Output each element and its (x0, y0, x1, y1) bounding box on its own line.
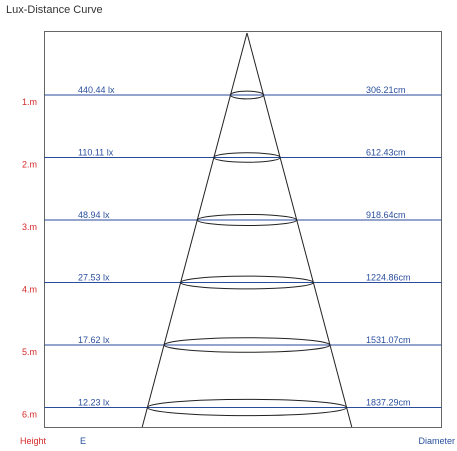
light-cone (141, 32, 353, 428)
chart-title: Lux-Distance Curve (6, 4, 103, 16)
diameter-label: 918.64cm (366, 210, 406, 220)
cone-left-edge (141, 32, 248, 428)
lux-label: 17.62 lx (78, 335, 110, 345)
height-axis-label: Height (20, 436, 47, 446)
diameter-label: 1224.86cm (366, 273, 411, 283)
height-label: 4.m (22, 285, 37, 295)
lux-label: 440.44 lx (78, 85, 115, 95)
level-rows: 1.m 440.44 lx 306.21cm 2.m 110.11 lx 612.43cm… (22, 85, 442, 420)
diameter-label: 612.43cm (366, 148, 406, 158)
height-label: 2.m (22, 160, 37, 170)
lux-label: 110.11 lx (78, 148, 114, 158)
diameter-axis-label: Diameter (418, 436, 455, 446)
diameter-label: 306.21cm (366, 85, 406, 95)
lux-label: 27.53 lx (78, 273, 110, 283)
height-label: 1.m (22, 97, 37, 107)
illuminance-axis-label: E (80, 436, 86, 446)
lux-label: 48.94 lx (78, 210, 110, 220)
cone-right-edge (246, 32, 353, 428)
plot-frame (44, 31, 442, 428)
lux-label: 12.23 lx (78, 398, 110, 408)
diameter-label: 1837.29cm (366, 398, 411, 408)
diameter-label: 1531.07cm (366, 335, 411, 345)
height-label: 5.m (22, 347, 37, 357)
height-label: 6.m (22, 410, 37, 420)
height-label: 3.m (22, 222, 37, 232)
